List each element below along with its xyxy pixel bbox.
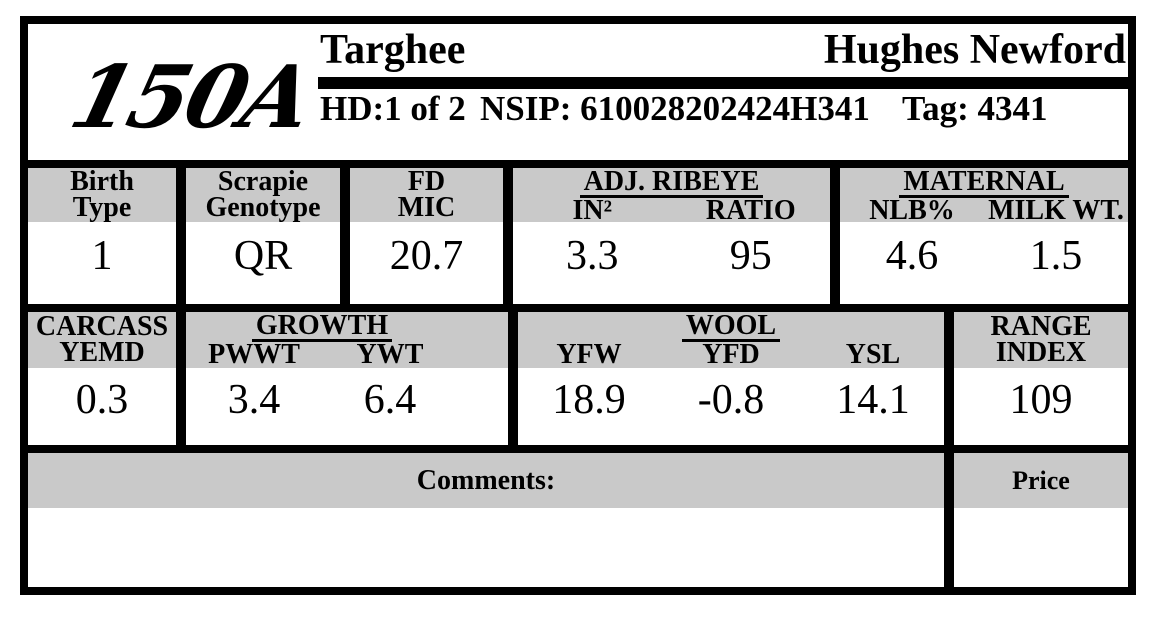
wool-title: WOOL <box>518 312 944 342</box>
maternal-nlb-value: 4.6 <box>885 233 939 279</box>
fd-mic-label-line2: MIC <box>397 192 456 223</box>
growth-pwwt-label: PWWT <box>208 339 300 370</box>
separator-row1-row2 <box>28 304 1128 312</box>
carcass-label-line1: CARCASS <box>35 311 169 342</box>
lot-number: 150A <box>61 47 321 148</box>
growth-header: GROWTH PWWT YWT <box>186 312 508 370</box>
adj-ribeye-title: ADJ. RIBEYE <box>513 168 830 198</box>
row1-border-4 <box>830 168 840 304</box>
adj-ribeye-sublabels: IN² RATIO <box>513 195 830 226</box>
wool-ysl-label: YSL <box>845 339 901 370</box>
adj-ribeye-header: ADJ. RIBEYE IN² RATIO <box>513 168 830 226</box>
adj-ribeye-ratio-label: RATIO <box>705 195 796 226</box>
fd-mic-label-line1: FD <box>407 166 446 197</box>
wool-yfw-label: YFW <box>556 339 622 370</box>
maternal-title: MATERNAL <box>840 168 1128 198</box>
scrapie-label-line2: Genotype <box>205 192 321 223</box>
birth-type-header: Birth Type <box>28 168 176 222</box>
range-index-label-line1: RANGE <box>990 311 1092 342</box>
wool-header: WOOL YFW YFD YSL <box>518 312 944 370</box>
growth-sublabels: PWWT YWT <box>186 339 458 370</box>
birth-type-label-line2: Type <box>72 192 132 223</box>
wool-yfd-value: -0.8 <box>697 376 765 423</box>
range-index-label-line2: INDEX <box>995 337 1087 368</box>
growth-values: 3.4 6.4 <box>186 368 508 445</box>
wool-yfd-label: YFD <box>702 339 760 370</box>
fd-mic-value: 20.7 <box>389 233 464 279</box>
breed-name: Targhee <box>320 27 466 73</box>
maternal-sublabels: NLB% MILK WT. <box>840 195 1128 226</box>
scrapie-genotype-value: QR <box>233 233 293 279</box>
adj-ribeye-in2-value: 3.3 <box>566 233 619 279</box>
growth-pwwt-value: 3.4 <box>227 376 281 423</box>
wool-values: 18.9 -0.8 14.1 <box>518 368 944 445</box>
separator-header-row1 <box>28 160 1128 168</box>
row2-border-1 <box>176 312 186 445</box>
wool-yfw-value: 18.9 <box>552 376 626 423</box>
footer-border-1 <box>944 453 954 587</box>
comments-area <box>28 508 944 587</box>
tag-id: Tag: 4341 <box>902 89 1048 128</box>
comments-label: Comments: <box>416 464 556 496</box>
owner-name: Hughes Newford <box>823 27 1126 73</box>
wool-sublabels: YFW YFD YSL <box>518 339 944 370</box>
maternal-values: 4.6 1.5 <box>840 222 1128 304</box>
sale-card: 150A Targhee Hughes Newford HD:1 of 2 NS… <box>20 16 1136 595</box>
row2-border-3 <box>944 312 954 445</box>
carcass-yemd-value: 0.3 <box>75 376 129 423</box>
row1-border-1 <box>176 168 186 304</box>
nsip-id: NSIP: 610028202424H341 <box>480 89 870 128</box>
maternal-milkwt-value: 1.5 <box>1029 233 1083 279</box>
scrapie-genotype-header: Scrapie Genotype <box>186 168 340 222</box>
growth-ywt-label: YWT <box>356 339 424 370</box>
range-index-header: RANGE INDEX <box>954 312 1128 368</box>
carcass-yemd-header: CARCASS YEMD <box>28 312 176 368</box>
scrapie-label-line1: Scrapie <box>217 166 309 197</box>
carcass-label-line2: YEMD <box>59 337 145 368</box>
separator-row2-footer <box>28 445 1128 453</box>
header-divider <box>318 77 1128 89</box>
adj-ribeye-ratio-value: 95 <box>729 233 772 279</box>
range-index-value: 109 <box>1009 376 1073 423</box>
wool-ysl-value: 14.1 <box>836 376 910 423</box>
fd-mic-header: FD MIC <box>350 168 503 222</box>
maternal-header: MATERNAL NLB% MILK WT. <box>840 168 1128 226</box>
price-area <box>954 508 1128 587</box>
birth-type-label-line1: Birth <box>70 166 134 197</box>
price-label: Price <box>1012 465 1070 495</box>
row1-border-3 <box>503 168 513 304</box>
maternal-milkwt-label: MILK WT. <box>988 195 1124 226</box>
adj-ribeye-in2-label: IN² <box>572 195 612 226</box>
adj-ribeye-values: 3.3 95 <box>513 222 830 304</box>
row2-border-2 <box>508 312 518 445</box>
maternal-nlb-label: NLB% <box>869 195 955 226</box>
row1-border-2 <box>340 168 350 304</box>
hd-count: HD:1 of 2 <box>320 89 466 128</box>
birth-type-value: 1 <box>91 233 113 279</box>
growth-title: GROWTH <box>186 312 458 342</box>
growth-ywt-value: 6.4 <box>363 376 417 423</box>
